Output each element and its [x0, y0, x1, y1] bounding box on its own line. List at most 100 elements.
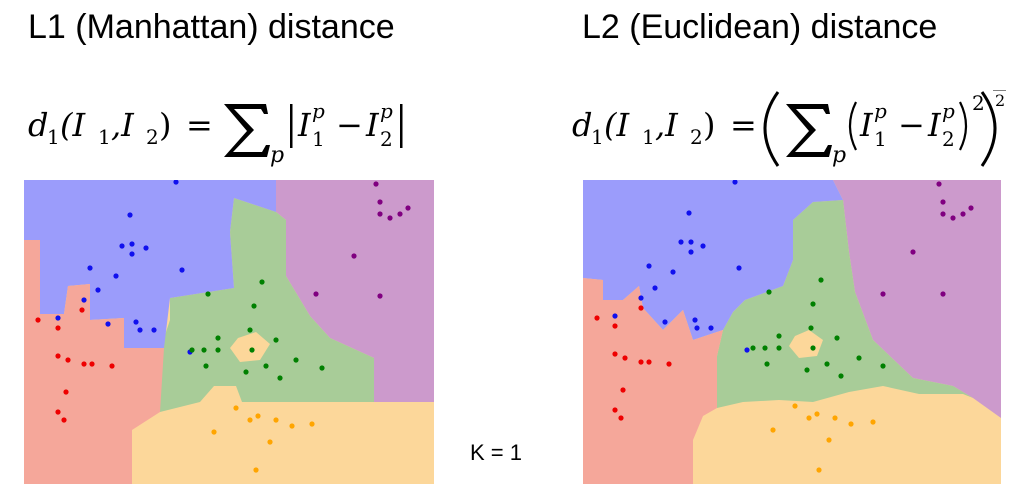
l1-purple-point [397, 211, 403, 217]
l1-arg1-sub: 1 [98, 125, 111, 149]
l1-red-point [109, 363, 115, 369]
l2-green-point [776, 345, 782, 351]
l1-green-point [203, 363, 209, 369]
l1-orange-point [309, 421, 315, 427]
l2-red-point [612, 407, 618, 413]
l1-purple-point [313, 291, 319, 297]
l1-orange-point [253, 467, 259, 473]
l1-term1-sup: p [312, 99, 325, 123]
l1-red-point [81, 361, 87, 367]
l2-green-point [750, 345, 756, 351]
l1-purple-point [377, 293, 383, 299]
l2-red-point [612, 351, 618, 357]
l2-blue-point [744, 347, 750, 353]
l2-green-point [834, 335, 840, 341]
l2-green-point [838, 373, 844, 379]
l1-green-point [205, 291, 211, 297]
l1-green-point [215, 347, 221, 353]
l2-equals: = [730, 106, 757, 144]
l2-square-exponent: 2 [972, 91, 985, 115]
l2-term1: I [859, 106, 874, 144]
l1-red-point [61, 417, 67, 423]
l2-blue-point [670, 269, 676, 275]
l2-red-point [620, 387, 626, 393]
l1-red-point [63, 389, 69, 395]
l2-orange-point [770, 427, 776, 433]
l2-green-region [717, 200, 973, 408]
l1-orange-point [273, 417, 279, 423]
l2-green-point [810, 301, 816, 307]
l2-orange-point [816, 467, 822, 473]
l2-blue-point [736, 265, 742, 271]
l1-green-point [319, 365, 325, 371]
l2-blue-point [688, 239, 694, 245]
l1-red-point [55, 353, 61, 359]
l2-orange-point [870, 419, 876, 425]
l2-big-right-paren-icon [980, 91, 997, 167]
l2-points-group [594, 180, 974, 473]
l2-inner-left-paren-icon [848, 101, 857, 151]
l1-purple-region [276, 180, 434, 402]
l2-red-point [666, 361, 672, 367]
l2-title: L2 (Euclidean) distance [582, 8, 938, 46]
l1-red-point [65, 357, 71, 363]
l2-green-point [808, 325, 814, 331]
l2-half-bar [993, 89, 1006, 91]
l1-orange-point [267, 439, 273, 445]
l1-purple-point [351, 253, 357, 259]
l2-term2: I [927, 106, 942, 144]
l2-term2-sub: 2 [942, 127, 955, 151]
l2-green-point [824, 361, 830, 367]
l1-green-point [201, 347, 207, 353]
l2-comma: ,I [655, 106, 679, 144]
l1-green-point [263, 363, 269, 369]
l1-orange-island [230, 332, 270, 362]
l2-orange-point [826, 437, 832, 443]
l2-blue-point [708, 325, 714, 331]
l2-decision-plot [583, 180, 1001, 484]
l1-minus: − [336, 106, 363, 144]
l2-blue-point [646, 263, 652, 269]
l2-lhs-d: d [572, 106, 592, 144]
l2-red-point [646, 359, 652, 365]
l1-red-point [55, 325, 61, 331]
l1-arg2-sub: 2 [146, 125, 159, 149]
l2-half-denominator: 2 [995, 91, 1005, 110]
l1-blue-point [129, 241, 135, 247]
l1-blue-region [24, 180, 276, 348]
l1-sigma-icon [224, 104, 270, 157]
l2-sum-sub: p [832, 143, 846, 168]
l2-sigma-icon [786, 104, 832, 157]
l1-blue-point [133, 319, 139, 325]
l1-abs-left-bar [290, 104, 293, 148]
l1-purple-point [387, 215, 393, 221]
l1-orange-point [247, 417, 253, 423]
l1-green-point [277, 375, 283, 381]
l1-blue-point [81, 297, 87, 303]
l2-arg1-sub: 1 [642, 125, 655, 149]
l1-term2-sup: p [380, 99, 393, 123]
l2-blue-point [692, 317, 698, 323]
l2-red-point [622, 355, 628, 361]
l1-red-point [89, 361, 95, 367]
l1-sum-sub: p [270, 143, 284, 168]
l1-comma: ,I [111, 106, 135, 144]
l2-blue-point [678, 239, 684, 245]
l1-term1-sub: 1 [312, 127, 325, 151]
l1-green-point [273, 337, 279, 343]
l1-red-point [55, 409, 61, 415]
l2-red-point [618, 415, 624, 421]
l1-abs-right-bar [400, 104, 403, 148]
l2-green-point [818, 277, 824, 283]
l1-title: L1 (Manhattan) distance [28, 8, 395, 46]
l1-blue-point [127, 212, 133, 218]
l2-purple-region [833, 180, 1001, 418]
l2-orange-point [806, 415, 812, 421]
l2-arg2-sub: 2 [690, 125, 703, 149]
l2-blue-point [694, 325, 700, 331]
l2-purple-point [968, 205, 974, 211]
l1-red-region [24, 240, 164, 484]
l1-orange-point [255, 413, 261, 419]
l1-blue-point [87, 265, 93, 271]
l2-lhs-sub: 1 [591, 125, 604, 149]
